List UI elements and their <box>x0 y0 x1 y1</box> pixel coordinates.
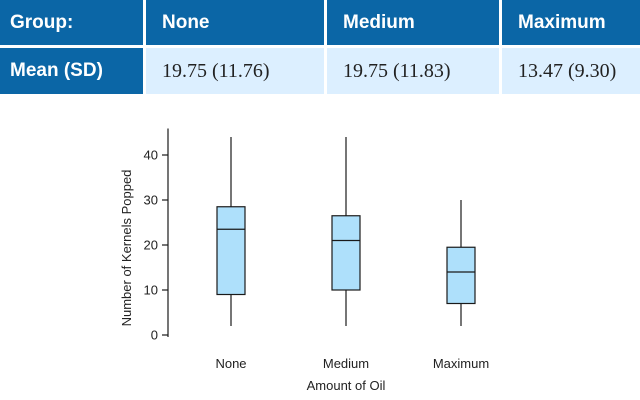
group-header-medium: Medium <box>327 0 499 45</box>
mean-value-maximum: 13.47 (9.30) <box>502 48 640 94</box>
x-tick-label-maximum: Maximum <box>433 356 489 371</box>
mean-value-none: 19.75 (11.76) <box>146 48 324 94</box>
box-maximum <box>446 246 476 305</box>
x-tick-label-medium: Medium <box>323 356 369 371</box>
group-header-maximum: Maximum <box>502 0 640 45</box>
mean-row-header: Mean (SD) <box>0 48 143 94</box>
y-tick-label-30: 30 <box>144 193 158 208</box>
mean-value-medium: 19.75 (11.83) <box>327 48 499 94</box>
y-tick-label-20: 20 <box>144 238 158 253</box>
y-tick-label-40: 40 <box>144 148 158 163</box>
box-medium <box>331 215 361 291</box>
y-tick-label-10: 10 <box>144 283 158 298</box>
group-header-none: None <box>146 0 324 45</box>
y-tick-label-0: 0 <box>151 328 158 343</box>
y-axis-title: Number of Kernels Popped <box>119 170 134 327</box>
box-none <box>216 206 246 296</box>
x-axis-title: Amount of Oil <box>307 378 386 393</box>
group-row-header: Group: <box>0 0 143 45</box>
summary-table: Group: None Medium Maximum Mean (SD) 19.… <box>0 0 640 96</box>
x-tick-label-none: None <box>215 356 246 371</box>
